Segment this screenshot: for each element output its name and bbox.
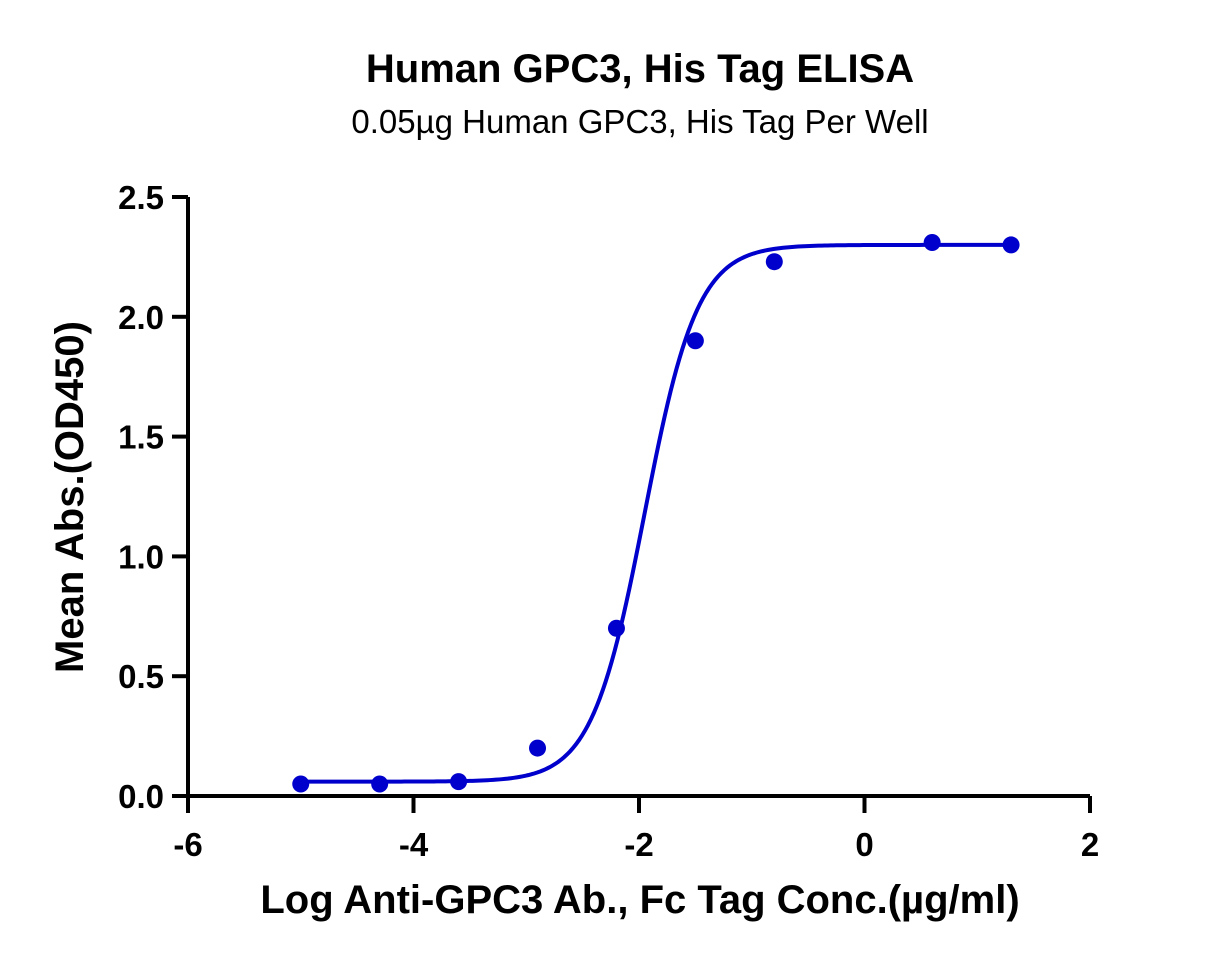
y-tick-label: 0.0: [118, 778, 164, 815]
chart-subtitle: 0.05µg Human GPC3, His Tag Per Well: [351, 103, 928, 140]
x-tick-label: -2: [624, 826, 653, 863]
y-tick-label: 1.5: [118, 419, 164, 456]
axes: 0.0 0.5 1.0 1.5 2.0 2.5 -6 -4 -2 0 2: [118, 179, 1099, 863]
data-point: [1002, 236, 1020, 254]
chart-title: Human GPC3, His Tag ELISA: [366, 47, 914, 91]
x-axis-title: Log Anti-GPC3 Ab., Fc Tag Conc.(µg/ml): [260, 878, 1019, 922]
data-points-layer: [292, 234, 1020, 793]
y-tick-label: 1.0: [118, 538, 164, 575]
y-tick-label: 2.0: [118, 299, 164, 336]
data-point: [765, 253, 783, 271]
data-point: [529, 739, 547, 757]
x-tick-label: 0: [855, 826, 873, 863]
data-point: [607, 619, 625, 637]
y-tick-label: 2.5: [118, 179, 164, 216]
data-point: [686, 332, 704, 350]
x-tick-label: -4: [399, 826, 429, 863]
y-axis-title: Mean Abs.(OD450): [48, 321, 92, 673]
data-point: [450, 773, 468, 791]
fit-curve: [300, 242, 1012, 784]
data-point: [923, 234, 941, 252]
x-tick-label: 2: [1081, 826, 1099, 863]
y-tick-label: 0.5: [118, 658, 164, 695]
x-tick-label: -6: [173, 826, 202, 863]
data-point: [371, 775, 389, 793]
fit-curve-layer: [300, 242, 1012, 784]
data-point: [292, 775, 310, 793]
